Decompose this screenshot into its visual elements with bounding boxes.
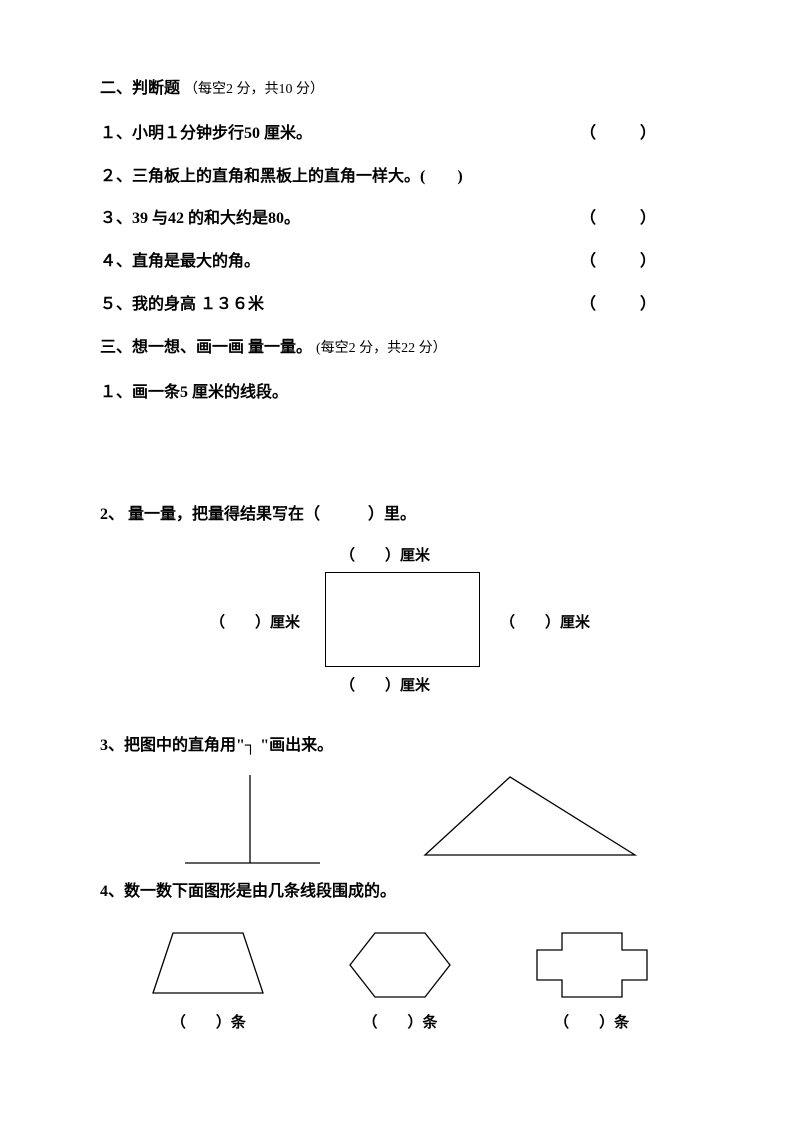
s2-q5-paren: （ ） [580, 291, 700, 320]
shape-hexagon-item: （ ）条 [340, 925, 460, 1032]
rect-shape [325, 572, 480, 667]
s2-q4-paren: （ ） [580, 248, 700, 277]
s2-q3-text: ３、39 与42 的和大约是80。 [100, 205, 300, 234]
s2-q5-text: ５、我的身高 １３６米 [100, 291, 264, 320]
section-2-heading: 二、判断题 （每空2 分，共10 分） [100, 75, 700, 104]
s2-q1-paren: （ ） [580, 120, 700, 149]
rect-left-label: （ ）厘米 [210, 611, 300, 632]
s3-q1: １、画一条5 厘米的线段。 [100, 379, 700, 408]
rect-right-label: （ ）厘米 [500, 611, 590, 632]
section-2-title: 二、判断题 [100, 80, 180, 97]
s3-q3: 3、把图中的直角用"┐ "画出来。 [100, 732, 700, 761]
section-3-title: 三、想一想、画一画 量一量。 [100, 339, 312, 356]
s2-q3-paren: （ ） [580, 205, 700, 234]
shape-trapezoid-item: （ ）条 [143, 925, 273, 1032]
shapes-row: （ ）条 （ ）条 （ ）条 [100, 925, 700, 1032]
s2-q2-text: ２、三角板上的直角和黑板上的直角一样大。( ) [100, 168, 463, 185]
hexagon-shape [350, 933, 450, 997]
rectangle-measure-diagram: （ ）厘米 （ ）厘米 （ ）厘米 （ ）厘米 [180, 544, 620, 714]
shape-cross-item: （ ）条 [527, 925, 657, 1032]
section-3-heading: 三、想一想、画一画 量一量。 (每空2 分，共22 分） [100, 334, 700, 363]
s2-q5: ５、我的身高 １３６米 （ ） [100, 291, 700, 320]
s2-q4-text: ４、直角是最大的角。 [100, 248, 260, 277]
section-2-points: （每空2 分，共10 分） [184, 82, 324, 97]
s3-q1-drawing-space [100, 421, 700, 501]
s2-q1-text: １、小明１分钟步行50 厘米。 [100, 120, 312, 149]
trapezoid-svg [143, 925, 273, 1005]
s3-q4: 4、数一数下面图形是由几条线段围成的。 [100, 878, 700, 907]
s2-q1: １、小明１分钟步行50 厘米。 （ ） [100, 120, 700, 149]
section-3-points: (每空2 分，共22 分） [316, 341, 447, 356]
trapezoid-shape [153, 933, 263, 993]
hexagon-label: （ ）条 [340, 1011, 460, 1032]
s2-q2: ２、三角板上的直角和黑板上的直角一样大。( ) [100, 163, 700, 192]
right-triangle [425, 777, 635, 855]
cross-label: （ ）条 [527, 1011, 657, 1032]
cross-shape [537, 933, 647, 997]
right-angle-diagram [180, 775, 680, 870]
hexagon-svg [340, 925, 460, 1005]
s3-q2: 2、 量一量，把量得结果写在（ ）里。 [100, 501, 700, 530]
rect-bottom-label: （ ）厘米 [340, 674, 430, 695]
trapezoid-label: （ ）条 [143, 1011, 273, 1032]
angle-svg [180, 775, 680, 870]
s2-q4: ４、直角是最大的角。 （ ） [100, 248, 700, 277]
s2-q3: ３、39 与42 的和大约是80。 （ ） [100, 205, 700, 234]
rect-top-label: （ ）厘米 [340, 544, 430, 565]
cross-svg [527, 925, 657, 1005]
